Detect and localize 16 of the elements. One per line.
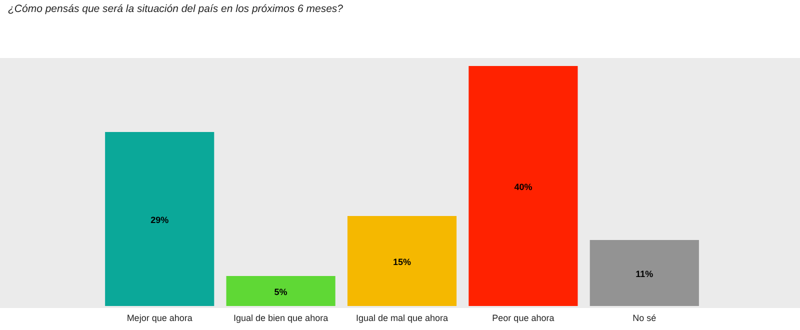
x-tick-label: Igual de bien que ahora xyxy=(234,313,328,323)
data-label: 40% xyxy=(514,182,532,192)
x-tick-label: Peor que ahora xyxy=(492,313,554,323)
x-tick-label: Igual de mal que ahora xyxy=(356,313,448,323)
x-tick-label: Mejor que ahora xyxy=(126,313,192,323)
bar xyxy=(468,66,578,306)
bar xyxy=(226,276,336,306)
bar xyxy=(590,240,699,306)
data-label: 5% xyxy=(274,287,288,297)
bar xyxy=(347,216,457,306)
data-label: 11% xyxy=(636,269,654,279)
data-label: 15% xyxy=(392,257,412,267)
data-label: 29% xyxy=(150,215,169,225)
chart-title: ¿Cómo pensás que será la situación del país en los próximos 6 meses? xyxy=(8,3,344,15)
x-tick-label: No sé xyxy=(632,313,656,323)
bar xyxy=(105,132,214,306)
